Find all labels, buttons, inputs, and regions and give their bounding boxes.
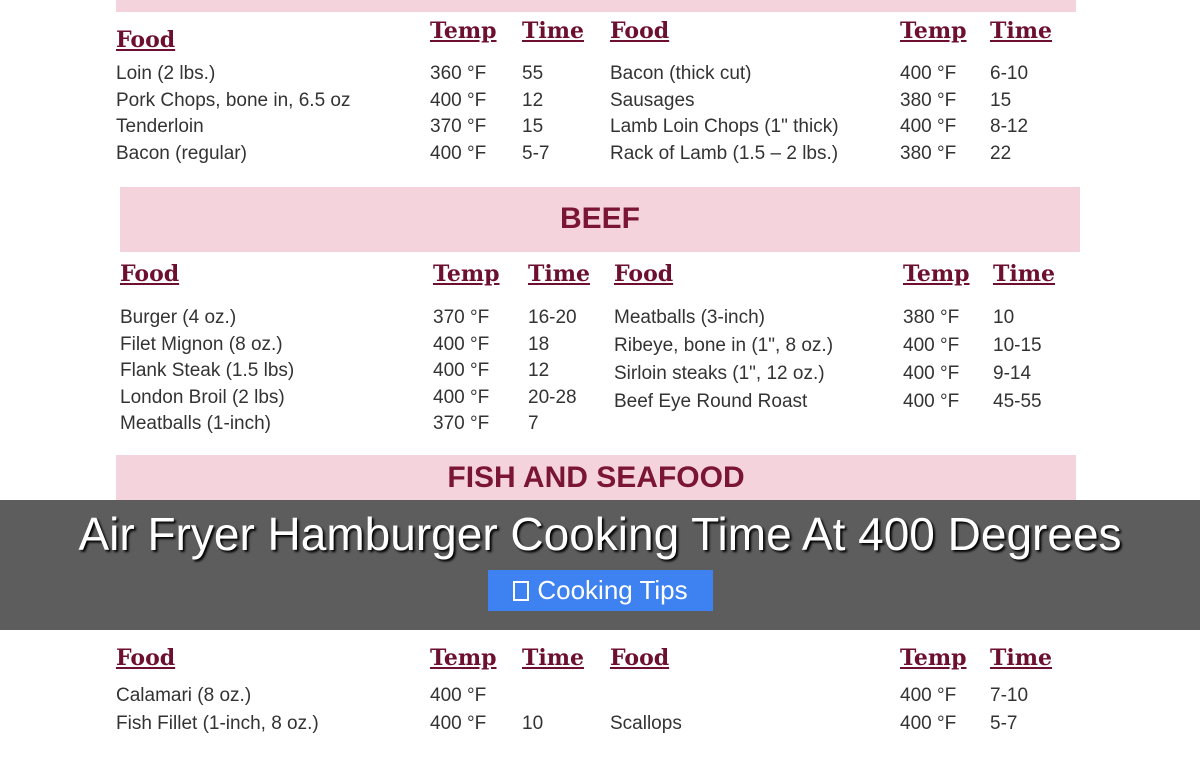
page-title: Air Fryer Hamburger Cooking Time At 400 … <box>78 508 1122 560</box>
time-value: 5-7 <box>990 713 1018 734</box>
food-name: Burger (4 oz.) <box>120 307 237 328</box>
temp-value: 370 °F <box>430 116 487 137</box>
temp-value: 400 °F <box>903 391 960 412</box>
folder-icon <box>513 580 530 601</box>
header-food: Food <box>116 645 176 671</box>
food-name: London Broil (2 lbs) <box>120 386 285 408</box>
food-name: Pork Chops, bone in, 6.5 oz <box>116 89 351 111</box>
header-temp: Temp <box>900 645 967 671</box>
category-label: Cooking Tips <box>537 575 688 605</box>
food-name: Beef Eye Round Roast <box>614 391 808 412</box>
temp-value: 400 °F <box>903 363 960 384</box>
food-name: Fish Fillet (1-inch, 8 oz.) <box>116 713 319 734</box>
temp-value: 400 °F <box>430 89 487 111</box>
temp-value: 400 °F <box>430 713 487 734</box>
food-name: Calamari (8 oz.) <box>116 685 252 706</box>
food-name: Flank Steak (1.5 lbs) <box>120 360 295 381</box>
time-value: 55 <box>522 63 544 84</box>
food-name: Loin (2 lbs.) <box>116 63 216 84</box>
header-time: Time <box>990 645 1053 671</box>
food-name: Tenderloin <box>116 116 204 137</box>
time-value: 15 <box>522 116 544 137</box>
header-food: Food <box>610 645 670 671</box>
header-time: Time <box>522 18 585 44</box>
food-name: Filet Mignon (8 oz.) <box>120 333 283 355</box>
header-temp: Temp <box>430 18 497 44</box>
time-value: 7 <box>528 413 539 434</box>
header-temp: Temp <box>430 645 497 671</box>
temp-value: 400 °F <box>900 713 957 734</box>
temp-value: 380 °F <box>903 307 960 328</box>
time-value: 12 <box>528 360 550 381</box>
temp-value: 400 °F <box>430 685 487 706</box>
time-value: 12 <box>522 89 544 111</box>
temp-value: 370 °F <box>433 307 490 328</box>
header-food: Food <box>614 261 674 287</box>
temp-value: 370 °F <box>433 413 490 434</box>
temp-value: 400 °F <box>900 116 957 137</box>
time-value: 15 <box>990 89 1012 111</box>
temp-value: 400 °F <box>433 386 490 408</box>
temp-value: 400 °F <box>433 360 490 381</box>
header-time: Time <box>990 18 1053 44</box>
temp-value: 400 °F <box>430 142 487 164</box>
temp-value: 380 °F <box>900 142 957 164</box>
time-value: 9-14 <box>993 363 1032 384</box>
header-temp: Temp <box>433 261 500 287</box>
food-name: Meatballs (1-inch) <box>120 413 271 434</box>
food-name: Lamb Loin Chops (1" thick) <box>610 116 839 137</box>
food-name: Rack of Lamb (1.5 – 2 lbs.) <box>610 142 839 164</box>
food-name: Bacon (regular) <box>116 142 247 164</box>
time-value: 10-15 <box>993 335 1042 356</box>
temp-value: 400 °F <box>900 63 957 84</box>
header-time: Time <box>528 261 591 287</box>
time-value: 5-7 <box>522 142 550 164</box>
food-name: Sausages <box>610 89 695 111</box>
header-time: Time <box>522 645 585 671</box>
temp-value: 380 °F <box>900 89 957 111</box>
temp-value: 360 °F <box>430 63 487 84</box>
beef-band: BEEF <box>120 187 1080 252</box>
time-value: 8-12 <box>990 116 1029 137</box>
time-value: 7-10 <box>990 685 1029 706</box>
time-value: 18 <box>528 333 550 355</box>
time-value: 45-55 <box>993 391 1042 412</box>
header-food: Food <box>610 18 670 44</box>
time-value: 20-28 <box>528 386 577 408</box>
temp-value: 400 °F <box>433 333 490 355</box>
food-name: Bacon (thick cut) <box>610 63 752 84</box>
food-name: Ribeye, bone in (1", 8 oz.) <box>614 335 834 356</box>
food-name: Scallops <box>610 713 682 734</box>
fish-title: FISH AND SEAFOOD <box>447 461 745 494</box>
time-value: 6-10 <box>990 63 1029 84</box>
header-food: Food <box>116 27 176 53</box>
header-time: Time <box>993 261 1056 287</box>
header-temp: Temp <box>900 18 967 44</box>
food-name: Sirloin steaks (1", 12 oz.) <box>614 363 825 384</box>
category-button[interactable]: Cooking Tips <box>488 570 713 611</box>
fish-band: FISH AND SEAFOOD <box>116 455 1076 500</box>
time-value: 16-20 <box>528 307 577 328</box>
temp-value: 400 °F <box>903 335 960 356</box>
temp-value: 400 °F <box>900 685 957 706</box>
time-value: 10 <box>993 307 1015 328</box>
time-value: 10 <box>522 713 544 734</box>
time-value: 22 <box>990 142 1012 164</box>
food-name: Meatballs (3-inch) <box>614 307 765 328</box>
header-food: Food <box>120 261 180 287</box>
beef-title: BEEF <box>559 202 640 235</box>
header-temp: Temp <box>903 261 970 287</box>
pork-band <box>116 0 1076 12</box>
